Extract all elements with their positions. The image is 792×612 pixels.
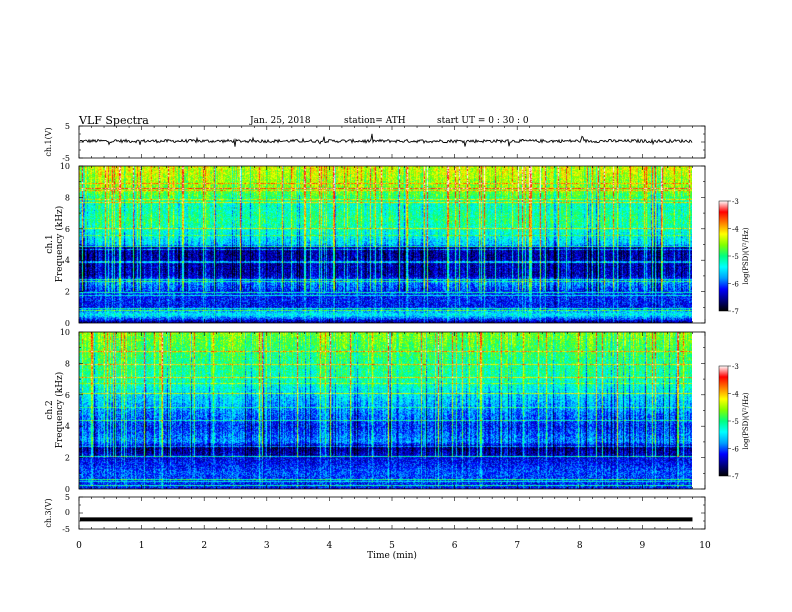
colorbar-tick-label: -3 bbox=[732, 363, 739, 371]
x-tick-label: 7 bbox=[514, 541, 520, 551]
frequency-tick-label: 10 bbox=[60, 328, 70, 337]
ch1-spectrogram-panel: 0 2 4 6 8 10 ch.1Frequency (kHz) -3 -4 -5 -6 -7 lo… bbox=[45, 162, 750, 328]
colorbar-label: log(PSD)(V²/Hz) bbox=[742, 392, 750, 449]
frequency-tick-label: 8 bbox=[65, 359, 70, 368]
frequency-tick-label: 0 bbox=[65, 319, 70, 328]
ch2-frequency-ylabel: ch.2Frequency (kHz) bbox=[45, 372, 65, 449]
ch1-waveform-trace bbox=[79, 133, 693, 147]
x-tick-label: 8 bbox=[577, 541, 583, 551]
colorbar-gradient bbox=[718, 200, 729, 312]
ch3-waveform-panel: 5 0 -5 ch.3(V) bbox=[44, 493, 706, 534]
station-label: station= ATH bbox=[344, 116, 406, 126]
colorbar-tick-label: -5 bbox=[732, 253, 739, 261]
ch2-frequency-tick-labels: 0 2 4 6 8 10 bbox=[60, 328, 70, 494]
frequency-tick-label: 6 bbox=[65, 225, 70, 234]
frequency-tick-label: 10 bbox=[60, 162, 70, 171]
colorbar-tick-label: -4 bbox=[732, 391, 739, 399]
ch3-waveform-ticks bbox=[78, 496, 706, 530]
ch2-spectrogram-panel: 0 2 4 6 8 10 ch.2Frequency (kHz) -3 -4 -5 -6 -7 lo… bbox=[45, 328, 750, 494]
x-tick-label: 3 bbox=[264, 541, 270, 551]
x-tick-label: 0 bbox=[76, 541, 82, 551]
x-tick-label: 4 bbox=[327, 541, 333, 551]
ch2-colorbar: -3 -4 -5 -6 -7 log(PSD)(V²/Hz) bbox=[718, 363, 750, 481]
date-label: Jan. 25, 2018 bbox=[249, 116, 311, 126]
x-tick-label: 1 bbox=[139, 541, 145, 551]
frequency-tick-label: 2 bbox=[65, 288, 70, 297]
ch3-ytick-bottom: -5 bbox=[62, 525, 70, 534]
ch1-ytick-top: 5 bbox=[65, 122, 70, 131]
ch1-frequency-tick-labels: 0 2 4 6 8 10 bbox=[60, 162, 70, 328]
ch1-waveform-ticks bbox=[78, 125, 706, 159]
x-tick-label: 10 bbox=[699, 541, 711, 551]
colorbar-tick-label: -4 bbox=[732, 226, 739, 234]
colorbar-label: log(PSD)(V²/Hz) bbox=[742, 227, 750, 284]
x-tick-label: 6 bbox=[452, 541, 458, 551]
ch1-waveform-panel: 5 -5 ch.1(V) bbox=[44, 122, 706, 163]
ch2-spectrogram-image bbox=[79, 332, 692, 489]
ch1-waveform-ylabel: ch.1(V) bbox=[44, 127, 53, 156]
x-tick-label: 9 bbox=[640, 541, 646, 551]
start-time-label: start UT = 0 : 30 : 0 bbox=[437, 116, 529, 126]
ch1-frequency-ylabel: ch.1Frequency (kHz) bbox=[45, 206, 65, 283]
frequency-tick-label: 8 bbox=[65, 193, 70, 202]
colorbar-tick-label: -5 bbox=[732, 418, 739, 426]
x-tick-label: 5 bbox=[389, 541, 395, 551]
colorbar-tick-label: -6 bbox=[732, 281, 739, 289]
ch1-ytick-bottom: -5 bbox=[62, 154, 70, 163]
time-axis-label: Time (min) bbox=[367, 550, 417, 561]
colorbar-tick-label: -6 bbox=[732, 446, 739, 454]
colorbar-gradient bbox=[718, 365, 729, 477]
ch3-waveform-ylabel: ch.3(V) bbox=[44, 498, 53, 527]
ch1-colorbar: -3 -4 -5 -6 -7 log(PSD)(V²/Hz) bbox=[718, 198, 750, 316]
frequency-tick-label: 6 bbox=[65, 391, 70, 400]
ch3-waveform-frame bbox=[78, 496, 706, 530]
colorbar-tick-label: -7 bbox=[732, 473, 739, 481]
frequency-tick-label: 0 bbox=[65, 485, 70, 494]
colorbar-tick-label: -7 bbox=[732, 308, 739, 316]
ch1-spectrogram-image bbox=[79, 166, 692, 323]
figure-title: VLF Spectra bbox=[78, 114, 149, 127]
x-tick-label: 2 bbox=[201, 541, 207, 551]
time-axis-tick-labels: 0 1 2 3 4 5 6 7 8 9 10 bbox=[76, 541, 711, 551]
ch1-waveform-frame bbox=[78, 125, 706, 159]
frequency-tick-label: 4 bbox=[65, 422, 70, 431]
frequency-tick-label: 4 bbox=[65, 256, 70, 265]
ch3-ytick-top: 5 bbox=[65, 493, 70, 502]
ch2-spectrogram-ticks bbox=[78, 331, 706, 490]
ch3-ytick-middle: 0 bbox=[65, 508, 70, 517]
colorbar-tick-label: -3 bbox=[732, 198, 739, 206]
ch1-spectrogram-ticks bbox=[78, 165, 706, 324]
frequency-tick-label: 2 bbox=[65, 454, 70, 463]
